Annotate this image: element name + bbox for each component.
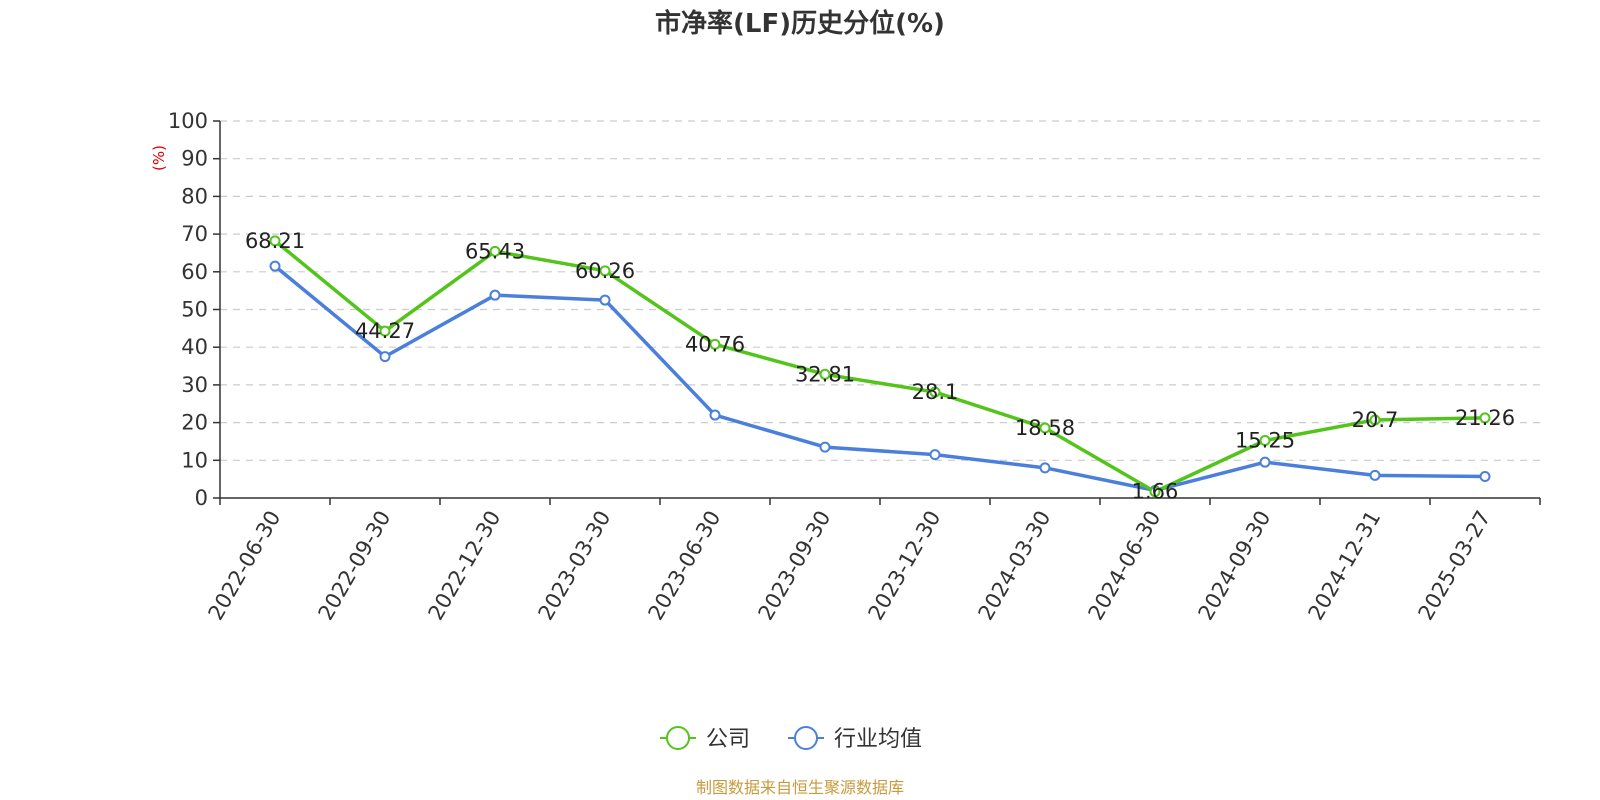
data-point (599, 294, 611, 306)
data-label: 68.21 (245, 229, 305, 253)
data-point (1259, 456, 1271, 468)
y-tick-label: 70 (181, 222, 208, 246)
y-tick-label: 60 (181, 260, 208, 284)
x-tick-label: 2023-12-30 (864, 507, 946, 625)
legend-label: 行业均值 (834, 727, 922, 752)
y-tick-label: 100 (168, 109, 208, 133)
y-tick-label: 0 (195, 486, 208, 510)
data-label: 44.27 (355, 319, 415, 343)
source-note: 制图数据来自恒生聚源数据库 (696, 778, 904, 797)
series-company (269, 235, 1491, 498)
data-point (929, 449, 941, 461)
y-tick-label: 20 (181, 411, 208, 435)
data-label: 40.76 (685, 332, 745, 356)
legend-item-industry-average[interactable]: 行业均值 (788, 726, 922, 752)
series-layer (269, 235, 1491, 498)
data-label: 18.58 (1015, 416, 1075, 440)
x-tick-label: 2024-03-30 (974, 507, 1056, 625)
data-point (1259, 435, 1271, 447)
y-tick-label: 30 (181, 373, 208, 397)
x-tick-label: 2023-09-30 (754, 507, 836, 625)
x-axis-ticks: 2022-06-30 2022-09-30 2022-12-30 2023-03-30… (204, 498, 1541, 625)
legend-marker (666, 726, 690, 750)
data-label: 65.43 (465, 239, 525, 263)
y-tick-label: 10 (181, 448, 208, 472)
data-point (1039, 462, 1051, 474)
data-point (1479, 471, 1491, 483)
series-line (273, 264, 1486, 493)
data-point (269, 260, 281, 272)
series-industry-average (269, 260, 1491, 496)
data-point (709, 338, 721, 350)
data-point (819, 441, 831, 453)
legend-item-company[interactable]: 公司 (660, 726, 750, 752)
data-point (1149, 486, 1161, 498)
y-axis-unit: (%) (150, 145, 168, 171)
data-point (819, 368, 831, 380)
data-point (269, 235, 281, 247)
data-label: 32.81 (795, 362, 855, 386)
x-tick-label: 2022-06-30 (204, 507, 286, 625)
data-point (1039, 422, 1051, 434)
data-label: 60.26 (575, 259, 635, 283)
data-point (379, 351, 391, 363)
legend-marker (794, 726, 818, 750)
legend: 公司 行业均值 (660, 726, 922, 752)
data-point (1369, 469, 1381, 481)
x-tick-label: 2024-12-31 (1304, 507, 1386, 625)
series-line (273, 239, 1486, 494)
data-point (709, 409, 721, 421)
data-point (489, 245, 501, 257)
grid-lines (220, 120, 1540, 461)
data-point (929, 386, 941, 398)
y-axis-ticks: 0 10 20 30 40 50 60 70 80 90 100 (168, 109, 220, 510)
data-point (379, 325, 391, 337)
data-label: 28.1 (912, 380, 959, 404)
data-point (1369, 414, 1381, 426)
data-label: 21.26 (1455, 406, 1515, 430)
y-tick-label: 40 (181, 335, 208, 359)
y-tick-label: 50 (181, 298, 208, 322)
y-tick-label: 90 (181, 147, 208, 171)
data-point (489, 289, 501, 301)
data-labels: 68.21 44.27 65.43 60.26 40.76 32.81 28.1 18.58 1… (245, 229, 1515, 504)
x-tick-label: 2024-06-30 (1084, 507, 1166, 625)
data-label: 1.66 (1132, 480, 1179, 504)
x-tick-label: 2022-09-30 (314, 507, 396, 625)
x-tick-label: 2023-06-30 (644, 507, 726, 625)
x-tick-label: 2025-03-27 (1414, 507, 1496, 625)
x-tick-label: 2024-09-30 (1194, 507, 1276, 625)
legend-label: 公司 (706, 727, 750, 752)
chart-title: 市净率(LF)历史分位(%) (655, 8, 945, 39)
data-label: 15.25 (1235, 429, 1295, 453)
x-tick-label: 2022-12-30 (424, 507, 506, 625)
data-point (599, 265, 611, 277)
x-tick-label: 2023-03-30 (534, 507, 616, 625)
y-tick-label: 80 (181, 184, 208, 208)
data-point (1479, 412, 1491, 424)
data-label: 20.7 (1352, 408, 1399, 432)
